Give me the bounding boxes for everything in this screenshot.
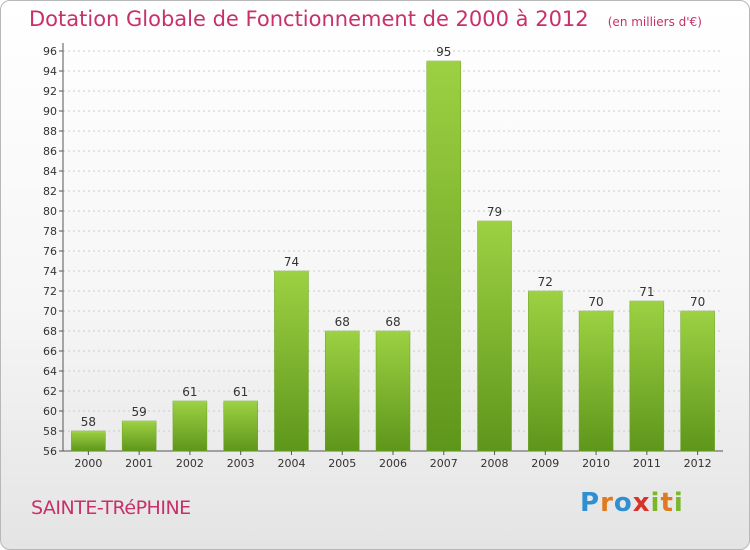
x-tick-label: 2004 [277, 457, 305, 470]
bar-highlight [629, 301, 664, 303]
data-label: 58 [81, 415, 96, 429]
y-tick-label: 80 [43, 205, 57, 218]
logo-letter: r [600, 488, 614, 518]
data-label: 61 [182, 385, 197, 399]
x-tick-label: 2005 [328, 457, 356, 470]
bar-2011 [629, 300, 665, 452]
bar-2000 [71, 430, 106, 452]
data-label: 68 [335, 315, 350, 329]
bar-2008 [477, 220, 512, 452]
x-tick-label: 2010 [582, 457, 610, 470]
y-tick-label: 92 [43, 85, 57, 98]
y-tick-label: 88 [43, 125, 57, 138]
y-tick-label: 62 [43, 385, 57, 398]
bar-2003 [223, 400, 258, 452]
y-tick-label: 58 [43, 425, 57, 438]
title-main: Dotation Globale de Fonctionnement de 20… [29, 7, 589, 31]
y-tick-label: 64 [43, 365, 57, 378]
x-tick-label: 2000 [74, 457, 102, 470]
bar-2006 [375, 330, 411, 452]
title-unit: (en milliers d'€) [607, 15, 702, 29]
x-tick-label: 2003 [227, 457, 255, 470]
data-label: 71 [639, 285, 654, 299]
y-tick-label: 72 [43, 285, 57, 298]
logo-letter: x [632, 488, 651, 518]
data-label: 61 [233, 385, 248, 399]
bar-highlight [325, 331, 360, 333]
y-tick-label: 74 [43, 265, 57, 278]
bar-2010 [578, 310, 614, 452]
y-tick-label: 96 [43, 45, 57, 58]
bar-highlight [274, 271, 309, 273]
data-label: 72 [538, 275, 553, 289]
y-tick-label: 86 [43, 145, 57, 158]
bar-highlight [172, 401, 207, 403]
proxiti-logo: Proxiti [580, 488, 684, 518]
logo-letter: i [673, 488, 684, 518]
bar-highlight [579, 311, 614, 313]
place-name: SAINTE-TRéPHINE [31, 497, 191, 519]
bar-highlight [122, 421, 157, 423]
logo-letter: P [580, 488, 601, 518]
y-tick-label: 70 [43, 305, 57, 318]
bar-highlight [477, 221, 512, 223]
bar-2007 [426, 60, 462, 452]
bar-2005 [324, 330, 360, 452]
bar-2004 [274, 270, 309, 452]
logo-letter: t [660, 488, 674, 518]
data-label: 70 [588, 295, 603, 309]
x-tick-label: 2009 [531, 457, 559, 470]
x-tick-label: 2006 [379, 457, 407, 470]
chart-title: Dotation Globale de Fonctionnement de 20… [29, 7, 702, 31]
x-tick-label: 2012 [684, 457, 712, 470]
bar-highlight [680, 311, 715, 313]
bar-2009 [528, 290, 563, 452]
logo-letter: o [613, 488, 633, 518]
x-tick-label: 2008 [481, 457, 509, 470]
y-tick-label: 66 [43, 345, 57, 358]
y-tick-label: 82 [43, 185, 57, 198]
x-tick-label: 2002 [176, 457, 204, 470]
bar-highlight [426, 61, 461, 63]
bar-highlight [71, 431, 106, 433]
y-tick-label: 78 [43, 225, 57, 238]
data-label: 68 [385, 315, 400, 329]
bar-highlight [528, 291, 563, 293]
bar-2001 [121, 420, 157, 452]
y-tick-label: 56 [43, 445, 57, 458]
data-label: 95 [436, 45, 451, 59]
bar-2012 [680, 310, 715, 452]
bar-2002 [172, 400, 208, 452]
data-label: 70 [690, 295, 705, 309]
y-tick-label: 84 [43, 165, 57, 178]
y-tick-label: 94 [43, 65, 57, 78]
logo-letter: i [650, 488, 661, 518]
data-label: 79 [487, 205, 502, 219]
bar-highlight [376, 331, 410, 333]
y-tick-label: 68 [43, 325, 57, 338]
x-tick-label: 2007 [430, 457, 458, 470]
y-tick-label: 90 [43, 105, 57, 118]
bar-highlight [223, 401, 258, 403]
y-tick-label: 60 [43, 405, 57, 418]
data-label: 74 [284, 255, 299, 269]
x-tick-label: 2001 [125, 457, 153, 470]
y-tick-label: 76 [43, 245, 57, 258]
x-tick-label: 2011 [633, 457, 661, 470]
data-label: 59 [132, 405, 147, 419]
